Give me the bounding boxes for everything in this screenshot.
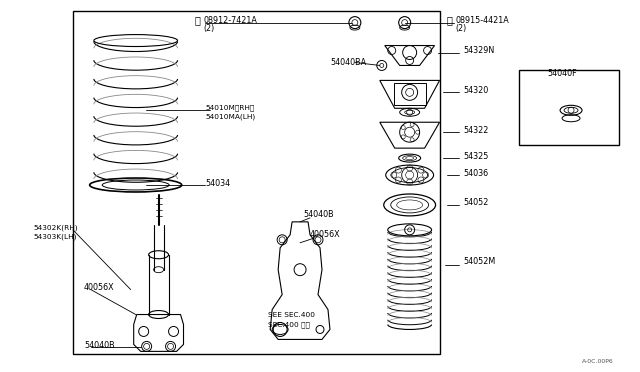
Text: 54040B: 54040B	[84, 341, 115, 350]
Text: 54329N: 54329N	[463, 46, 495, 55]
Text: 54010MA(LH): 54010MA(LH)	[205, 113, 255, 119]
Bar	[73, 11, 440, 355]
Text: 54034: 54034	[205, 179, 230, 187]
Text: 54040BA: 54040BA	[330, 58, 366, 67]
Text: 54322: 54322	[463, 126, 489, 135]
Text: 54036: 54036	[463, 169, 488, 177]
Text: (2): (2)	[456, 24, 467, 33]
Text: 54325: 54325	[463, 152, 489, 161]
Text: 54320: 54320	[463, 86, 489, 95]
Text: 54052: 54052	[463, 198, 489, 208]
Text: SEC.400 参照: SEC.400 参照	[268, 321, 310, 328]
Text: 54040B: 54040B	[303, 211, 333, 219]
Text: 54302K(RH): 54302K(RH)	[33, 225, 77, 231]
Text: A·0C.00P6: A·0C.00P6	[582, 359, 614, 364]
Bar	[394, 83, 426, 105]
Text: SEE SEC.400: SEE SEC.400	[268, 311, 315, 318]
Text: 54010M（RH）: 54010M（RH）	[205, 104, 255, 110]
Bar	[519, 70, 619, 145]
Text: 54052M: 54052M	[463, 257, 496, 266]
Text: Ⓝ: Ⓝ	[195, 16, 200, 26]
Text: 54040F: 54040F	[547, 69, 577, 78]
Text: 40056X: 40056X	[84, 283, 115, 292]
Text: 08912-7421A: 08912-7421A	[204, 16, 257, 25]
Text: 40056X: 40056X	[310, 230, 340, 239]
Text: Ⓥ: Ⓥ	[447, 16, 452, 26]
Text: 08915-4421A: 08915-4421A	[456, 16, 509, 25]
Text: 54303K(LH): 54303K(LH)	[33, 234, 77, 240]
Text: (2): (2)	[204, 24, 214, 33]
